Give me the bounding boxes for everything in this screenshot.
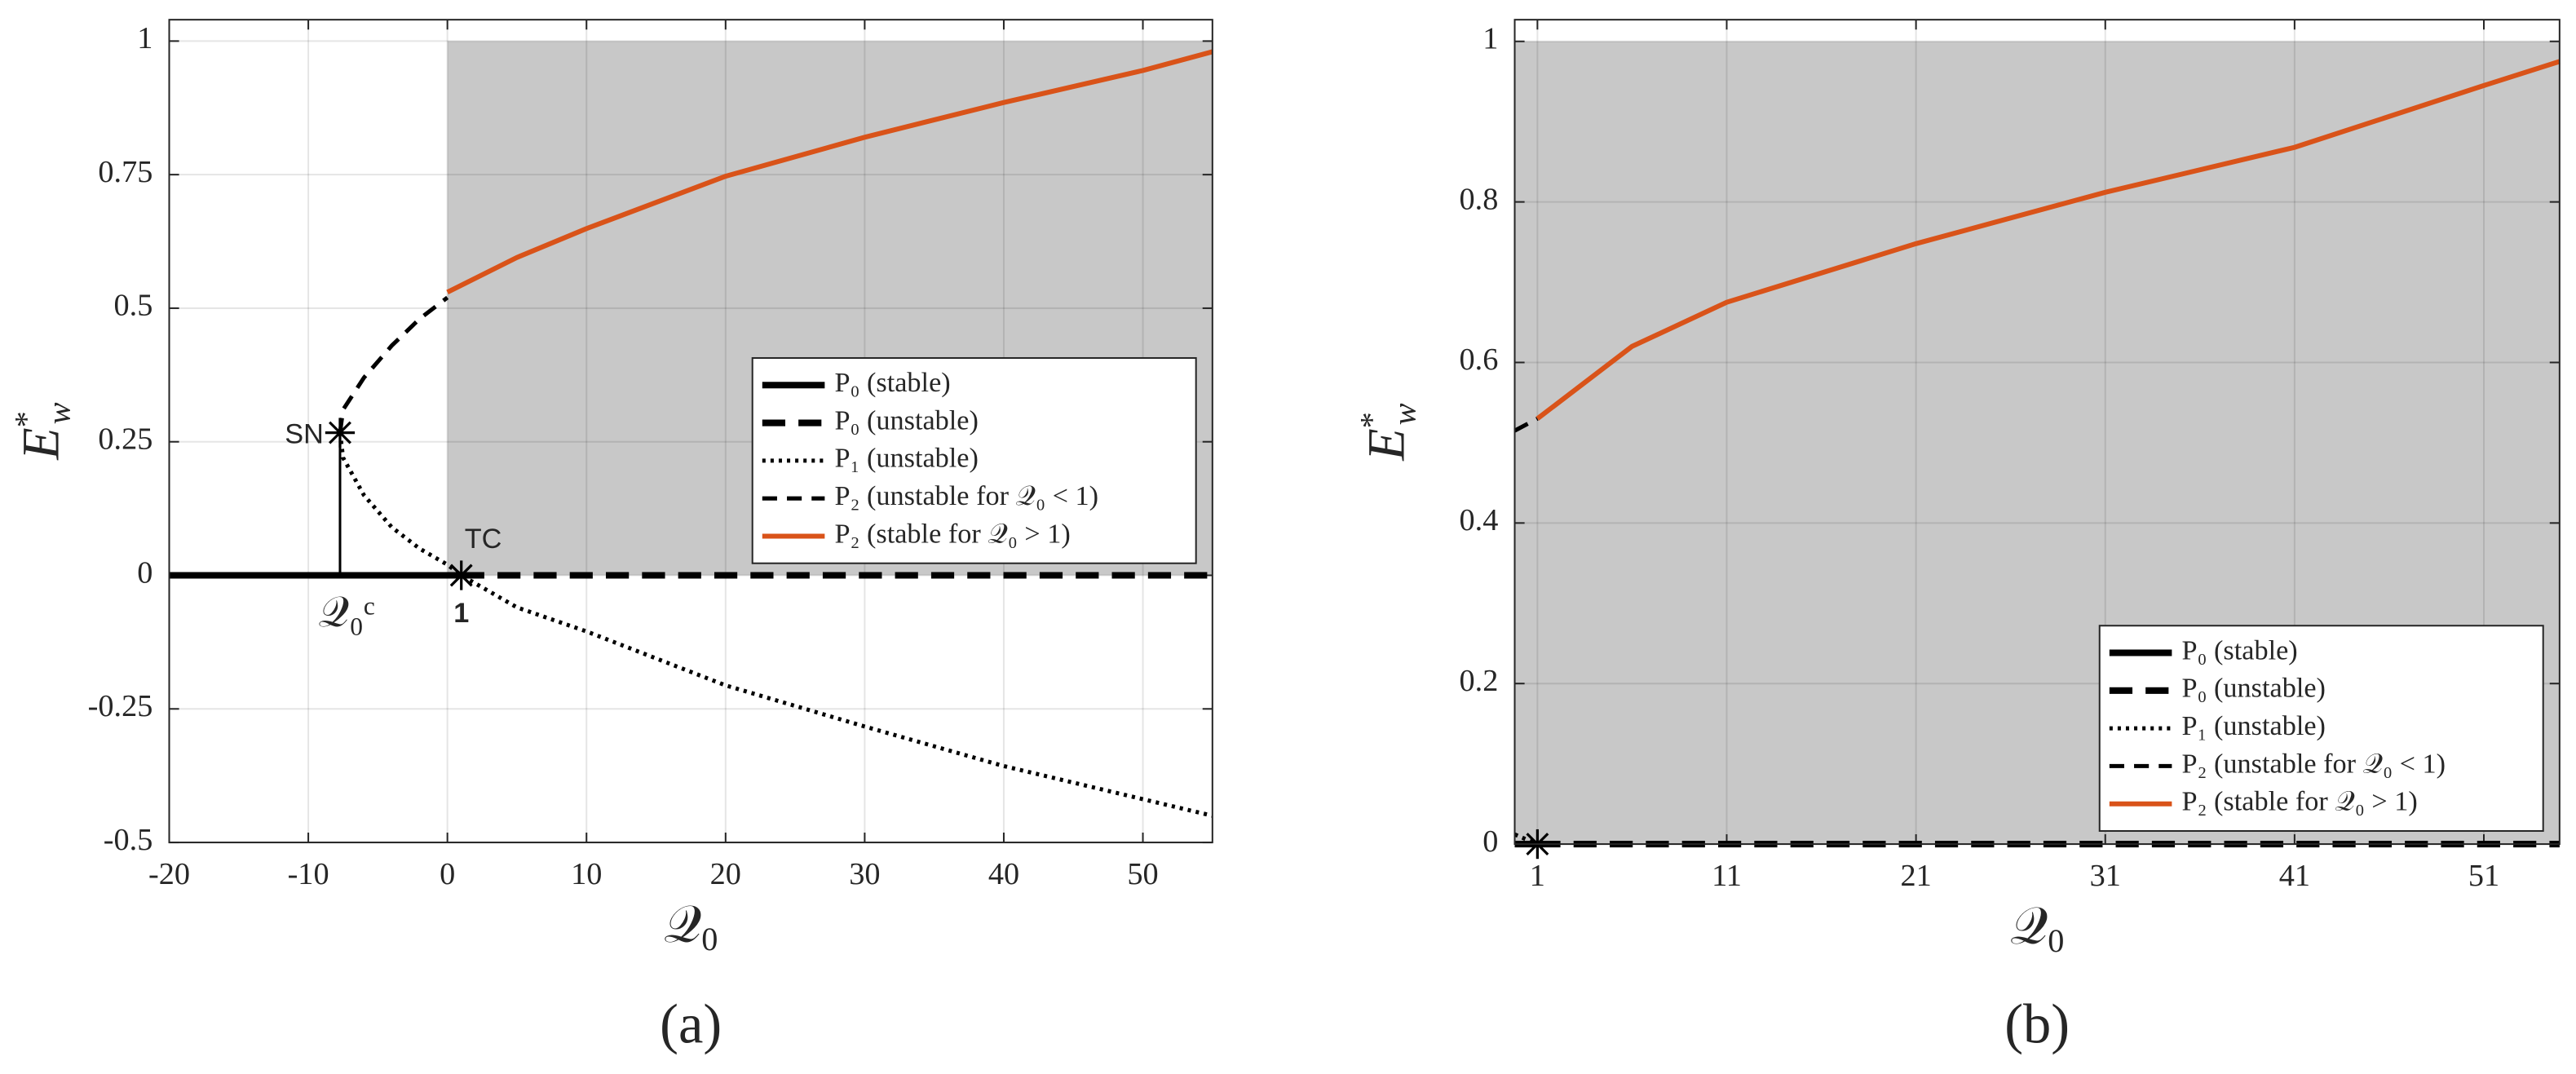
x-label-sub: 0 xyxy=(2048,922,2064,959)
legend-label: P₂ (stable for 𝒬₀ > 1) xyxy=(2181,786,2417,817)
series-line xyxy=(338,432,1213,818)
y-tick-label: 0.6 xyxy=(1460,343,1499,377)
y-tick-label: -0.5 xyxy=(104,823,153,857)
axes-box xyxy=(1513,19,2561,846)
y-tick-label: 0.25 xyxy=(98,422,152,457)
legend: P₀ (stable) P₀ (unstable) P₁ (unstable) P₂ … xyxy=(751,356,1197,564)
y-tick-label: 0 xyxy=(1482,824,1498,859)
legend-label: P₂ (unstable for 𝒬₀ < 1) xyxy=(834,480,1098,511)
x-tick-label: 0 xyxy=(440,857,455,891)
legend-label: P₂ (stable for 𝒬₀ > 1) xyxy=(834,518,1070,549)
y-tick-label: 0.75 xyxy=(98,155,152,189)
y-axis-label: E*w xyxy=(8,402,77,460)
y-tick-label: 0.2 xyxy=(1460,664,1499,698)
x-label-base: 𝒬 xyxy=(664,895,701,953)
legend: P₀ (stable) P₀ (unstable) P₁ (unstable) P₂ … xyxy=(2098,625,2544,832)
point-x-label: 1 xyxy=(453,598,469,629)
x-tick-label: -10 xyxy=(288,857,329,891)
legend-label: P₂ (unstable for 𝒬₀ < 1) xyxy=(2181,748,2446,779)
y-label-sup: * xyxy=(1354,412,1390,428)
y-tick-label: -0.25 xyxy=(88,689,153,723)
y-label-sub: w xyxy=(41,402,77,424)
legend-label: P₀ (unstable) xyxy=(834,404,978,435)
y-tick-label: 1 xyxy=(1482,22,1498,56)
y-tick-label: 0.4 xyxy=(1460,503,1499,537)
x-label-base: 𝒬 xyxy=(2010,897,2048,955)
marker-stroke xyxy=(329,421,351,444)
axes-box xyxy=(168,19,1213,844)
legend-label: P₀ (stable) xyxy=(2181,634,2297,665)
point-x-label: 𝒬₀ᶜ xyxy=(318,589,374,636)
x-label-sub: 0 xyxy=(701,921,718,957)
y-axis-label: E*w xyxy=(1354,403,1423,461)
y-label-sub: w xyxy=(1386,403,1423,425)
point-label: TC xyxy=(465,524,502,555)
legend-box xyxy=(2098,625,2544,832)
x-axis-label: 𝒬0 xyxy=(2010,897,2064,960)
x-tick-label: 20 xyxy=(710,857,741,891)
x-tick-label: 51 xyxy=(2468,859,2499,893)
panel-caption: (b) xyxy=(2004,992,2070,1054)
x-axis-label: 𝒬0 xyxy=(664,895,718,958)
x-tick-label: 41 xyxy=(2279,859,2310,893)
legend-label: P₁ (unstable) xyxy=(2181,710,2325,741)
x-tick-label: 40 xyxy=(988,857,1019,891)
series-line xyxy=(338,295,449,433)
series-line xyxy=(1535,59,2561,421)
x-tick-label: 50 xyxy=(1127,857,1158,891)
point-label: SN xyxy=(285,419,324,450)
x-tick-label: 10 xyxy=(571,857,602,891)
y-tick-label: 0 xyxy=(137,555,152,590)
y-label-sup: * xyxy=(8,411,45,427)
x-tick-label: 21 xyxy=(1900,859,1931,893)
point-marker xyxy=(446,560,476,590)
panel-caption: (a) xyxy=(660,992,722,1054)
y-tick-label: 0.8 xyxy=(1460,182,1499,216)
x-tick-label: 30 xyxy=(849,857,880,891)
legend-label: P₀ (stable) xyxy=(834,367,950,398)
y-label-base: E xyxy=(1357,428,1415,461)
x-tick-label: 11 xyxy=(1712,859,1742,893)
legend-box xyxy=(751,356,1197,564)
legend-label: P₀ (unstable) xyxy=(2181,673,2325,704)
y-tick-label: 0.5 xyxy=(114,289,153,323)
x-tick-label: 1 xyxy=(1530,859,1545,893)
x-tick-label: 31 xyxy=(2090,859,2121,893)
series-line xyxy=(446,49,1213,294)
point-marker xyxy=(325,418,356,448)
panel: -20 -10 0 10 20 30 40 50-0.5-0.2500.250.50.751S… xyxy=(8,19,1213,1054)
x-tick-label: -20 xyxy=(148,857,190,891)
marker-stroke xyxy=(449,564,473,587)
y-tick-label: 1 xyxy=(137,21,152,55)
series-line xyxy=(1513,417,1539,433)
y-label-base: E xyxy=(11,427,69,460)
legend-label: P₁ (unstable) xyxy=(834,443,978,474)
